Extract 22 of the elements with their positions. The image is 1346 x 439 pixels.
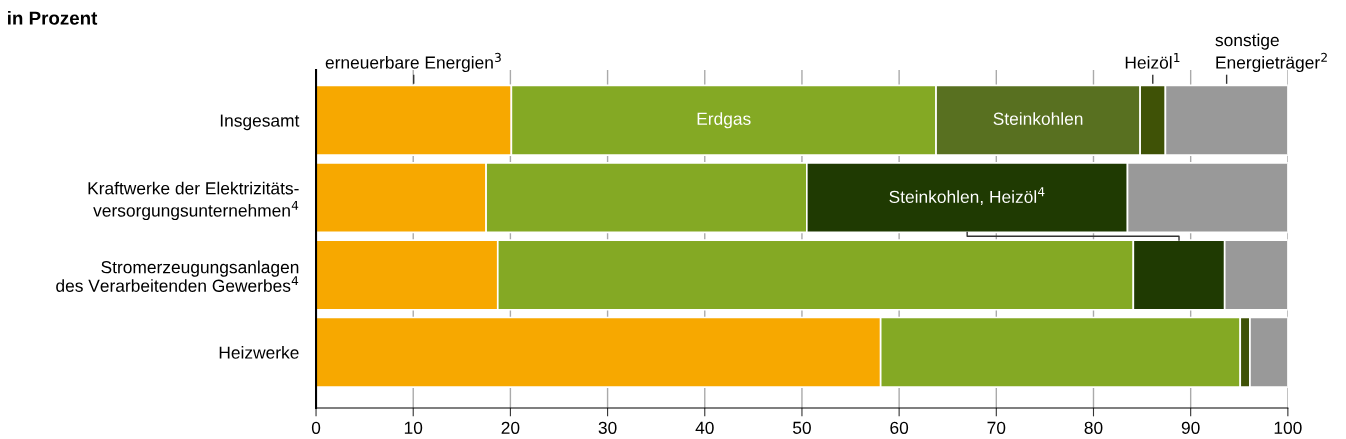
- series-label: sonstige Energieträger$^{2}$: [1215, 33, 1327, 73]
- series-label: Steinkohlen, Heizöl$^{4}$: [889, 187, 1045, 206]
- x-tick-label: 60: [890, 421, 909, 434]
- y-tick-label: Stromerzeugungsanlagen des Verarbeitenden Gewerbes$^{4}$: [56, 260, 299, 292]
- series-label: Erdgas: [697, 112, 751, 129]
- x-tick-label: 30: [598, 421, 617, 434]
- series-label: erneuerbare Energien$^{3}$: [325, 52, 501, 73]
- y-tick-label: Insgesamt: [220, 114, 300, 131]
- x-tick-label: 40: [695, 421, 714, 434]
- y-tick-label: Kraftwerke der Elektrizitäts- versorgungsunternehmen$^{4}$: [88, 181, 299, 221]
- y-tick-label: Heizwerke: [219, 346, 299, 359]
- x-tick-label: 100: [1274, 421, 1302, 434]
- x-tick-label: 20: [501, 421, 520, 434]
- text: in Prozent: [8, 10, 98, 25]
- x-tick-label: 0: [311, 421, 321, 434]
- series-label: Steinkohlen: [993, 112, 1083, 125]
- x-tick-label: 10: [404, 421, 423, 434]
- x-tick-label: 90: [1181, 421, 1200, 434]
- x-tick-label: 70: [987, 421, 1006, 434]
- x-tick-label: 50: [792, 421, 811, 434]
- series-label: Heizöl$^{1}$: [1125, 53, 1180, 69]
- x-tick-label: 80: [1084, 421, 1103, 434]
